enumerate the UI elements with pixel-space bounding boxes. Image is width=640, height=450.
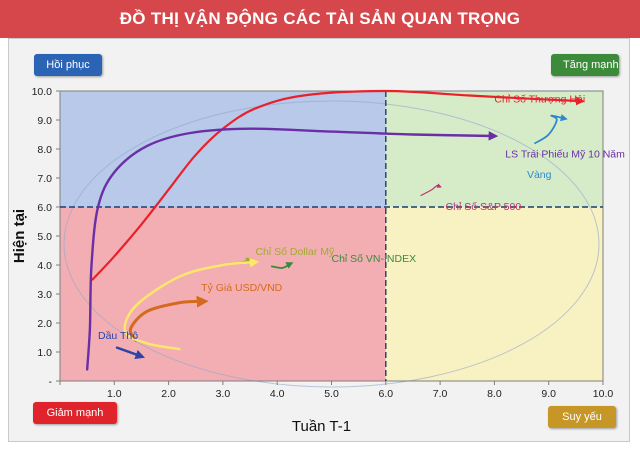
series-label: Vàng xyxy=(527,169,552,181)
series-line xyxy=(270,262,294,269)
x-tick-label: 3.0 xyxy=(216,388,231,400)
y-tick-label: 4.0 xyxy=(37,260,52,272)
x-tick-label: 1.0 xyxy=(107,388,122,400)
y-tick-label: 2.0 xyxy=(37,318,52,330)
y-axis-label: Hiện tại xyxy=(11,209,28,263)
quadrant-recovery xyxy=(60,91,386,207)
range-ellipse xyxy=(63,100,600,388)
series-line xyxy=(128,295,209,342)
series-label: Dầu Thô xyxy=(98,330,138,342)
x-tick-label: 7.0 xyxy=(433,388,448,400)
series-line xyxy=(115,346,146,359)
x-tick-label: 10.0 xyxy=(593,388,614,400)
x-tick-label: 8.0 xyxy=(487,388,502,400)
quadrant-strong xyxy=(385,91,603,207)
x-tick-label: 6.0 xyxy=(378,388,393,400)
y-tick-label: 6.0 xyxy=(37,202,52,214)
y-tick-label: 1.0 xyxy=(37,347,52,359)
series-line xyxy=(123,257,260,351)
quadrant-badge-strong: Tăng mạnh xyxy=(551,54,619,76)
y-tick-label: 3.0 xyxy=(37,289,52,301)
y-tick-label: 8.0 xyxy=(37,144,52,156)
series-label: Chỉ Số S&P 500 xyxy=(446,201,522,213)
y-tick-label: 10.0 xyxy=(32,86,53,98)
series-label: LS Trái Phiếu Mỹ 10 Năm xyxy=(505,149,625,161)
series-line xyxy=(91,89,585,281)
y-tick-label: 9.0 xyxy=(37,115,52,127)
series-line xyxy=(534,114,568,145)
series-label: Chỉ Số Dollar Mỹ xyxy=(255,246,335,258)
y-tick-label: - xyxy=(49,376,53,388)
series-line xyxy=(86,127,499,371)
quadrant-badge-decline: Giảm mạnh xyxy=(33,402,117,424)
x-tick-label: 4.0 xyxy=(270,388,285,400)
y-tick-label: 5.0 xyxy=(37,231,52,243)
quadrant-decline xyxy=(60,207,386,381)
quadrant-badge-recovery: Hồi phục xyxy=(34,54,102,76)
quadrant-badge-weak: Suy yếu xyxy=(548,406,616,428)
series-line xyxy=(420,183,442,196)
x-tick-label: 9.0 xyxy=(541,388,556,400)
series-label: Chỉ Số VN-INDEX xyxy=(332,253,417,265)
series-label: Tỷ Giá USD/VND xyxy=(201,282,283,294)
y-tick-label: 7.0 xyxy=(37,173,52,185)
page-title: ĐỒ THỊ VẬN ĐỘNG CÁC TÀI SẢN QUAN TRỌNG xyxy=(0,0,640,38)
x-tick-label: 5.0 xyxy=(324,388,339,400)
series-label: Chỉ Số Thượng Hải xyxy=(494,94,585,106)
quadrant-weak xyxy=(385,207,603,381)
x-axis-label: Tuần T-1 xyxy=(292,418,351,435)
x-tick-label: 2.0 xyxy=(161,388,176,400)
